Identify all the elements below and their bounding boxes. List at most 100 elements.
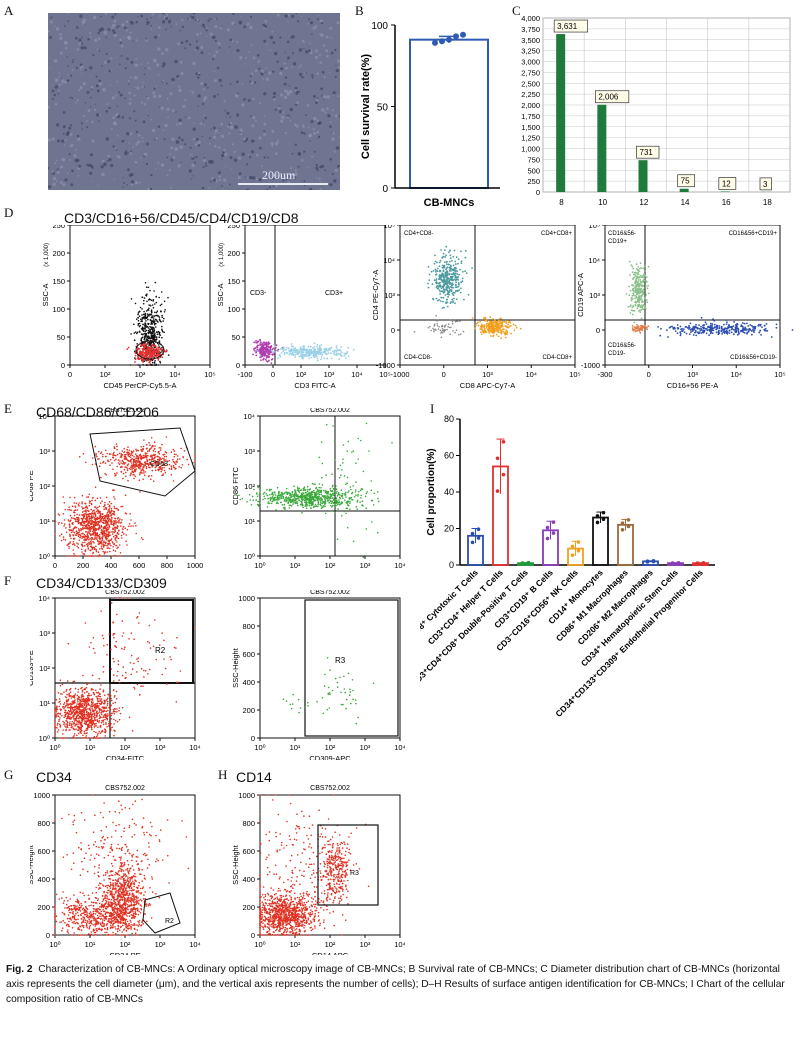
cell-dot: [127, 152, 130, 154]
x-tick-label: 10²: [296, 370, 307, 379]
event-dot: [151, 343, 153, 346]
cell-dot: [286, 40, 290, 44]
cell-dot: [303, 40, 305, 43]
cell-dot: [332, 132, 335, 135]
event-dot: [101, 539, 103, 542]
event-dot: [194, 454, 196, 456]
event-dot: [256, 345, 258, 348]
cell-dot: [307, 22, 309, 25]
event-dot: [441, 328, 444, 330]
event-dot: [104, 515, 107, 518]
event-dot: [449, 277, 452, 279]
event-dot: [147, 450, 149, 452]
event-dot: [497, 331, 500, 334]
cell-dot: [214, 144, 217, 148]
event-dot: [96, 538, 98, 540]
event-dot: [85, 513, 88, 516]
event-dot: [158, 296, 160, 299]
event-dot: [725, 323, 728, 325]
event-dot: [83, 533, 86, 536]
event-dot: [88, 504, 91, 507]
event-dot: [148, 459, 151, 461]
event-dot: [632, 292, 635, 295]
cell-dot: [158, 34, 161, 37]
cell-dot: [240, 16, 242, 18]
cell-dot: [78, 89, 81, 92]
cell-dot: [145, 162, 149, 166]
event-dot: [489, 316, 492, 318]
event-dot: [427, 326, 430, 329]
event-dot: [447, 290, 449, 293]
cell-dot: [239, 131, 242, 134]
event-dot: [96, 497, 99, 500]
cell-dot: [122, 177, 124, 179]
event-dot: [628, 285, 630, 288]
event-dot: [438, 265, 441, 268]
event-dot: [439, 270, 442, 272]
cell-dot: [317, 137, 319, 139]
cell-dot: [289, 120, 292, 122]
cell-dot: [300, 158, 304, 162]
event-dot: [727, 326, 729, 329]
event-dot: [144, 461, 147, 463]
event-dot: [726, 332, 729, 335]
event-dot: [127, 453, 130, 456]
event-dot: [77, 535, 80, 538]
data-point: [453, 33, 459, 40]
event-dot: [643, 324, 646, 327]
event-dot: [124, 494, 127, 496]
event-dot: [116, 517, 119, 520]
event-dot: [296, 349, 299, 352]
event-dot: [118, 519, 120, 522]
event-dot: [94, 499, 97, 502]
event-dot: [330, 357, 333, 360]
cell-dot: [197, 72, 200, 75]
event-dot: [114, 538, 116, 540]
cell-dot: [307, 126, 310, 128]
event-dot: [91, 499, 93, 502]
event-dot: [131, 470, 133, 472]
event-dot: [307, 351, 310, 354]
event-dot: [139, 306, 142, 309]
cell-dot: [111, 96, 115, 100]
event-dot: [644, 274, 646, 277]
cell-dot: [101, 172, 105, 177]
cell-dot: [309, 140, 311, 142]
cell-dot: [69, 159, 71, 161]
event-dot: [95, 454, 97, 456]
cell-dot: [143, 152, 148, 156]
event-dot: [346, 351, 348, 353]
event-dot: [104, 462, 107, 464]
event-dot: [133, 332, 136, 334]
event-dot: [259, 339, 262, 342]
event-dot: [452, 269, 454, 272]
cell-dot: [174, 147, 178, 151]
event-dot: [74, 518, 77, 521]
cell-dot: [220, 122, 223, 126]
event-dot: [347, 346, 349, 349]
event-dot: [108, 453, 111, 455]
cell-dot: [284, 89, 288, 93]
cell-dot: [136, 86, 140, 90]
event-dot: [68, 545, 70, 548]
event-dot: [635, 301, 638, 304]
event-dot: [125, 540, 127, 542]
event-dot: [444, 261, 446, 263]
event-dot: [144, 325, 147, 328]
cell-dot: [143, 86, 146, 88]
event-dot: [82, 507, 84, 510]
event-dot: [735, 330, 738, 332]
event-dot: [63, 523, 66, 525]
event-dot: [158, 447, 160, 449]
event-dot: [87, 555, 90, 557]
event-dot: [259, 343, 261, 345]
cell-dot: [276, 60, 279, 63]
event-dot: [641, 285, 644, 288]
event-dot: [181, 464, 184, 466]
cell-dot: [269, 169, 271, 172]
event-dot: [86, 538, 89, 540]
event-dot: [459, 333, 462, 336]
cell-dot: [304, 72, 307, 75]
event-dot: [455, 283, 457, 286]
event-dot: [451, 320, 454, 323]
